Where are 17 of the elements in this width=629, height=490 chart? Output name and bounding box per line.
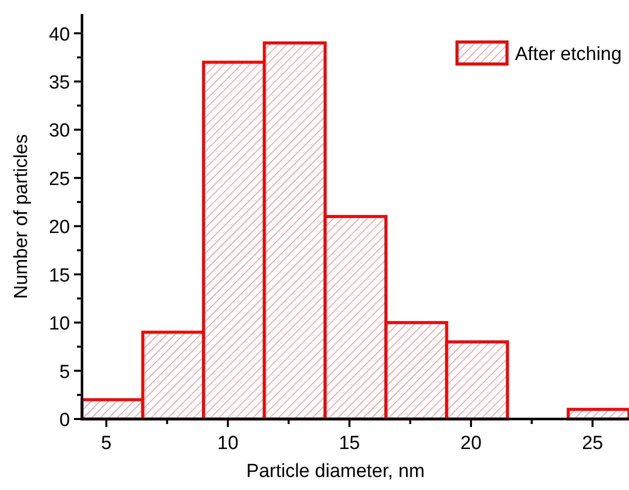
y-tick-label: 0	[59, 410, 70, 431]
x-tick-label: 10	[217, 433, 238, 454]
y-axis-title: Number of particles	[11, 134, 32, 299]
legend-label: After etching	[515, 44, 622, 65]
x-tick-label: 25	[582, 433, 604, 454]
y-tick-label: 35	[48, 72, 70, 94]
y-tick-label: 15	[48, 265, 70, 286]
y-tick-label: 5	[59, 362, 70, 383]
y-tick-label: 25	[48, 168, 70, 190]
x-tick-label: 20	[460, 433, 482, 454]
x-tick-label: 5	[101, 433, 112, 454]
x-tick-label: 15	[338, 433, 360, 454]
y-tick-label: 30	[48, 120, 70, 142]
y-tick-label: 10	[48, 314, 70, 335]
x-axis-title: Particle diameter, nm	[246, 461, 425, 482]
y-tick-label: 20	[48, 217, 70, 238]
y-tick-label: 40	[48, 24, 70, 46]
